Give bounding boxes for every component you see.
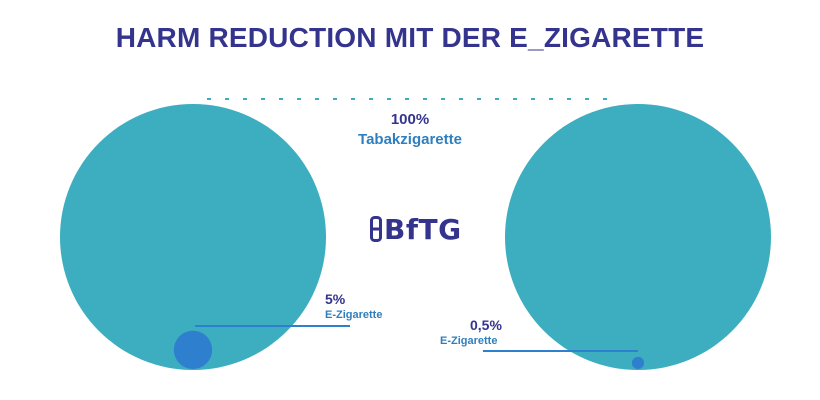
reference-circle-right — [505, 104, 771, 370]
reference-name-label: Tabakzigarette — [358, 131, 462, 148]
comparison-circle-5-percent — [173, 330, 213, 370]
comparison-value-label-0-5: 0,5% — [470, 317, 502, 333]
comparison-value-label-5: 5% — [325, 291, 346, 307]
comparison-name-label-0-5: E-Zigarette — [440, 335, 498, 347]
bftg-logo-icon — [370, 216, 382, 242]
bftg-logo: BfTG — [370, 212, 462, 246]
comparison-circle-0-5-percent — [631, 356, 645, 369]
comparison-name-label-5: E-Zigarette — [325, 309, 383, 321]
logo-text: BfTG — [384, 212, 462, 246]
reference-value-label: 100% — [390, 111, 430, 128]
page-title: HARM REDUCTION MIT DER E_ZIGARETTE — [115, 22, 705, 53]
reference-circle-left — [60, 104, 326, 370]
